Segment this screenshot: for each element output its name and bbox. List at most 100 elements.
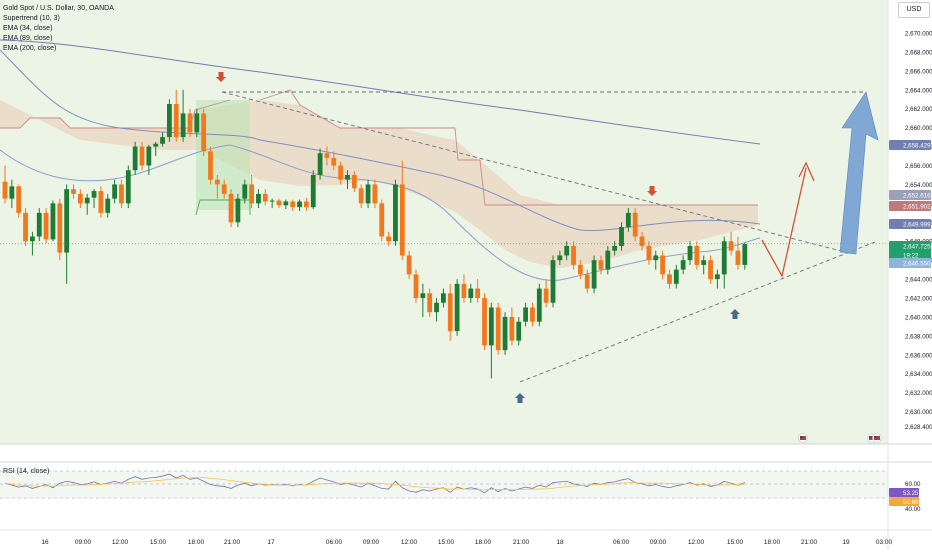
candle-body — [276, 200, 282, 206]
candle — [536, 283, 542, 327]
candle — [673, 264, 679, 289]
candle-body — [441, 293, 446, 303]
price-tag: 2,652.616 — [889, 190, 931, 200]
candle — [393, 179, 398, 246]
rsi-tag: 50.66 — [889, 497, 919, 506]
candle — [57, 198, 63, 261]
candle-body — [180, 113, 186, 138]
candle-body — [132, 146, 138, 171]
candle — [625, 208, 631, 232]
buy-signal-arrow — [730, 309, 740, 319]
candle-body — [2, 181, 8, 199]
price-tag: 2,646.550 — [889, 258, 931, 268]
rsi-legend[interactable]: RSI (14, close) — [3, 468, 50, 475]
rsi-ma-line — [4, 477, 745, 491]
candle — [132, 141, 138, 175]
candle-body — [358, 188, 364, 204]
candle-body — [160, 137, 165, 144]
legend-supertrend[interactable]: Supertrend (10, 3) — [3, 15, 60, 22]
event-flag-icon — [872, 433, 882, 443]
candle-body — [434, 302, 439, 313]
y-tick-label: 2,656.000 — [905, 163, 932, 170]
candle — [372, 179, 378, 209]
candle-body — [694, 245, 700, 265]
candle-body — [91, 191, 97, 198]
candle-body — [530, 307, 535, 322]
candle — [694, 241, 700, 270]
currency-button[interactable]: USD — [898, 2, 930, 18]
candle — [146, 144, 152, 175]
candle-body — [64, 189, 70, 253]
candle — [708, 255, 713, 284]
y-tick-label: 2,668.000 — [905, 49, 932, 56]
sell-signal-arrow — [647, 186, 657, 196]
candle-body — [112, 184, 117, 199]
legend-ema200[interactable]: EMA (200, close) — [3, 45, 57, 52]
candle — [454, 279, 460, 336]
candle — [249, 174, 254, 209]
candle-body — [125, 170, 131, 204]
candle — [50, 200, 56, 242]
candle — [125, 165, 131, 209]
y-tick-label: 2,660.000 — [905, 125, 932, 132]
candle-body — [625, 212, 631, 228]
candle-body — [536, 288, 542, 322]
candle-body — [393, 184, 398, 242]
candle-body — [386, 236, 391, 242]
candle-body — [742, 244, 748, 265]
candle-body — [667, 274, 672, 284]
candle-body — [365, 184, 371, 204]
candle-body — [50, 203, 56, 240]
candle — [667, 269, 672, 289]
candle-body — [728, 241, 734, 251]
candle — [43, 208, 49, 244]
candle — [516, 316, 522, 346]
candle — [201, 108, 207, 157]
ascending-trendline — [519, 241, 876, 383]
candle-body — [413, 274, 419, 299]
candle-body — [235, 198, 241, 223]
candle-body — [660, 255, 665, 275]
candle-body — [317, 153, 323, 175]
candle-body — [612, 245, 618, 251]
candle — [71, 184, 76, 199]
candle-body — [16, 186, 22, 213]
y-tick-label: 2,630.000 — [905, 409, 932, 416]
rsi-tick-label: 40.00 — [905, 506, 921, 513]
candle — [351, 171, 357, 193]
legend-ema89[interactable]: EMA (89, close) — [3, 35, 53, 42]
candle — [461, 274, 467, 303]
candle — [269, 198, 275, 209]
candle-body — [351, 174, 357, 189]
x-tick-label: 12:00 — [688, 539, 705, 546]
candle-body — [701, 260, 707, 265]
legend-ema34[interactable]: EMA (34, close) — [3, 25, 53, 32]
candle-body — [523, 307, 528, 322]
candle-body — [9, 186, 15, 199]
candle — [317, 148, 323, 180]
candle-body — [399, 184, 405, 256]
candle-body — [495, 307, 501, 351]
candle — [447, 283, 453, 341]
candle — [297, 199, 302, 211]
candle — [256, 189, 261, 209]
y-tick-label: 2,628.400 — [905, 424, 932, 431]
x-tick-label: 19 — [842, 539, 850, 546]
candle — [379, 199, 385, 242]
x-tick-label: 18 — [556, 539, 564, 546]
candle — [23, 208, 28, 246]
candle — [646, 241, 652, 265]
candle-body — [605, 250, 611, 270]
candle — [119, 179, 124, 209]
ema89-line — [0, 49, 761, 231]
x-tick-label: 09:00 — [75, 539, 92, 546]
y-tick-label: 2,664.000 — [905, 87, 932, 94]
candle — [194, 108, 200, 138]
candle-body — [30, 236, 35, 242]
x-tick-label: 16 — [41, 539, 49, 546]
candle — [502, 312, 508, 355]
candle-body — [249, 184, 254, 204]
y-tick-label: 2,670.000 — [905, 31, 932, 38]
candle-body — [516, 321, 522, 341]
